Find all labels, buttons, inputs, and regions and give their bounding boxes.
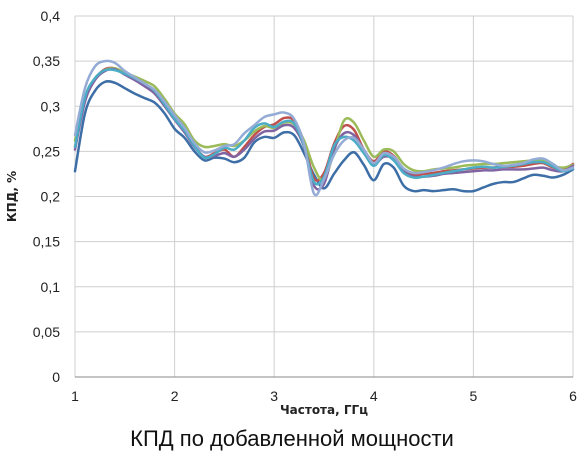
y-tick-label: 0,4 (41, 8, 61, 24)
y-tick-label: 0,35 (33, 53, 60, 69)
y-tick-label: 0,3 (41, 98, 61, 114)
series-line-4 (73, 67, 575, 191)
series-line-1 (73, 80, 575, 193)
y-tick-label: 0 (52, 369, 60, 385)
x-tick-label: 6 (569, 388, 577, 404)
y-tick-label: 0,25 (33, 143, 60, 159)
x-tick-label: 1 (71, 388, 79, 404)
x-tick-label: 4 (370, 388, 378, 404)
y-axis-title: КПД, % (5, 171, 19, 222)
x-tick-label: 5 (470, 388, 478, 404)
series-line-6 (73, 59, 575, 197)
y-tick-label: 0,05 (33, 324, 60, 340)
chart-caption: КПД по добавленной мощности (130, 426, 454, 451)
series-lines (73, 59, 575, 197)
tick-labels: 0 0,05 0,1 0,15 0,2 0,25 0,3 0,35 0,4 1 2 3 4 5 6 (33, 8, 577, 404)
x-tick-label: 3 (270, 388, 278, 404)
y-tick-label: 0,2 (41, 189, 61, 205)
y-tick-label: 0,1 (41, 279, 61, 295)
gridlines (74, 15, 574, 378)
x-axis-title: Частота, ГГц (280, 403, 368, 417)
y-tick-label: 0,15 (33, 234, 60, 250)
x-tick-label: 2 (171, 388, 179, 404)
